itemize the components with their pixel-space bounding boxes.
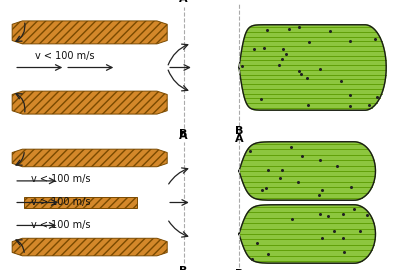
Polygon shape (12, 21, 167, 44)
Text: A: A (235, 0, 243, 1)
Polygon shape (12, 91, 167, 114)
Text: B: B (235, 269, 243, 270)
Text: A: A (179, 0, 188, 4)
Polygon shape (239, 25, 386, 110)
Text: A: A (235, 134, 243, 144)
Text: B: B (235, 126, 243, 136)
Text: A: A (179, 131, 188, 141)
Polygon shape (12, 149, 167, 167)
Polygon shape (12, 238, 167, 256)
Text: v > 100 m/s: v > 100 m/s (31, 197, 91, 207)
Text: v < 100 m/s: v < 100 m/s (36, 51, 95, 61)
Polygon shape (239, 142, 376, 200)
Text: B: B (179, 266, 188, 270)
Polygon shape (239, 205, 376, 263)
Text: v < 100 m/s: v < 100 m/s (31, 174, 91, 184)
Polygon shape (24, 197, 136, 208)
Text: B: B (179, 129, 188, 139)
Text: v < 100 m/s: v < 100 m/s (31, 220, 91, 230)
